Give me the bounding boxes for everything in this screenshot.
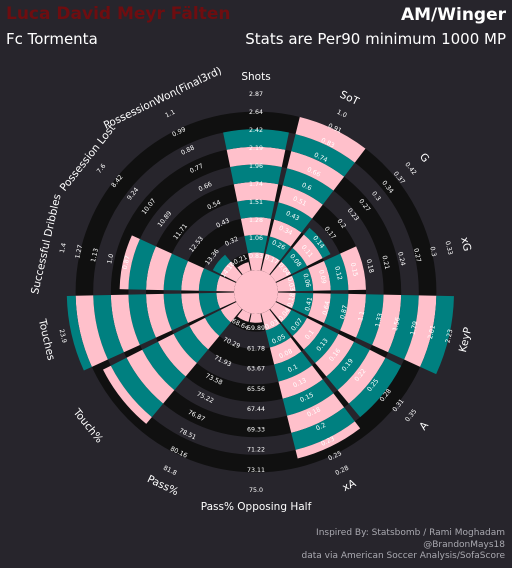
radar-bar [237,309,251,322]
radar-bar [119,235,236,292]
player-name: Luca David Meyr Fälten [6,4,231,24]
radar-ring [75,111,437,473]
tick-label: 2.87 [249,91,263,98]
footer-inspired: Inspired By: Statsbomb / Rami Moghadam [316,528,505,538]
tick-label: 2.64 [249,109,263,116]
metric-label: A [417,419,431,433]
tick-label: 69.33 [247,426,265,433]
tick-label: 0.35 [404,408,418,423]
footer-source: data via American Soccer Analysis/SofaSc… [301,551,505,561]
radar-bar [276,292,454,375]
radar-bar [270,301,402,418]
radar-bar [102,301,242,424]
tick-label: 1.28 [249,217,263,224]
tick-label: 0.33 [444,240,454,255]
radar-bar [66,292,236,371]
radar-hub [234,270,278,314]
radar-bar [212,254,242,283]
tick-label: 1.06 [249,235,263,242]
tick-label: 2.01 [427,325,437,340]
tick-label: 0.06 [301,273,311,288]
tick-label: 63.67 [247,366,265,373]
tick-label: 1.79 [409,321,419,336]
tick-label: 1.33 [374,313,384,328]
tick-label: 1.4 [59,242,68,253]
metric-label: Pass% Opposing Half [201,501,312,513]
tick-label: 0.24 [396,251,406,266]
tick-label: 71.22 [247,447,265,454]
tick-label: 23.9 [58,329,68,344]
tick-label: 1.96 [249,163,263,170]
tick-label: 0.12 [333,266,343,281]
tick-label: 0.6 [301,182,313,193]
metric-label: G [417,151,431,165]
tick-label: 73.11 [247,467,265,474]
tick-label: 61.78 [247,345,265,352]
tick-label: 2.42 [249,127,263,134]
tick-label: 0.18 [365,258,375,273]
tick-label: 1.13 [90,248,100,263]
position-label: AM/Winger [400,5,506,25]
tick-label: 1.0 [336,109,348,120]
tick-label: 0.83 [249,253,263,260]
radar-bar [270,227,331,283]
tick-label: 75.0 [249,487,263,494]
tick-label: 0.27 [412,248,422,263]
team-name: Fc Tormenta [6,30,98,48]
radar-bar [223,129,289,271]
metric-label: SoT [338,89,361,109]
tick-label: 0.03 [286,276,296,291]
tick-label: 75.22 [195,391,214,405]
tick-label: 67.44 [247,406,265,413]
metric-label: Touches [36,317,57,362]
tick-label: 1.1 [164,109,176,120]
tick-label: 0.21 [380,255,390,270]
tick-label: 0.1 [304,329,316,341]
metric-label: Pass% [145,473,180,498]
tick-label: 0.87 [122,255,132,270]
tick-label: 0.15 [349,262,359,277]
tick-label: 0.3 [428,246,437,257]
radar-bar [249,313,263,323]
tick-label: 0.3 [370,190,382,202]
footer-author: @BrandonMays18 [423,539,505,550]
metric-label: Touch% [70,406,105,446]
tick-label: 0.41 [304,297,314,312]
tick-label: 0.66 [198,181,214,193]
tick-label: 1.1 [357,310,366,321]
tick-label: 0.09 [317,269,327,284]
metric-label: Successful Dribbles [29,193,63,295]
tick-label: 1.51 [249,199,263,206]
tick-label: 2.19 [249,145,263,152]
tick-label: 1.0 [106,253,115,264]
tick-label: 65.56 [247,386,265,393]
tick-label: 0.87 [339,305,349,320]
metric-label: Shots [241,71,270,83]
tick-label: 1.74 [249,181,263,188]
tick-label: 0.28 [334,465,350,477]
metric-label: xA [341,477,359,494]
tick-label: 0.2 [315,422,327,433]
tick-label: 0.18 [287,293,297,308]
radar-bar [237,262,251,275]
tick-label: 0.1 [287,363,299,374]
tick-label: 0.2 [335,218,347,230]
metric-label: KeyP [457,326,474,353]
tick-label: 7.6 [96,163,108,175]
tick-label: 0.64 [322,301,332,316]
tick-label: 0.42 [403,161,417,176]
radar-bar [261,117,366,275]
radar-bar [276,246,366,292]
metric-label: Possession Lost [58,122,118,193]
tick-label: 1.56 [392,317,402,332]
tick-label: 2.23 [445,329,455,344]
stats-note: Stats are Per90 minimum 1000 MP [245,30,506,48]
metric-label: xG [458,236,473,253]
tick-label: 1.27 [74,244,84,259]
footer-credits: Inspired By: Statsbomb / Rami Moghadam @… [302,528,505,563]
radar-bar [261,309,361,459]
tick-label: 59.89 [247,325,265,332]
tick-label: 81.8 [162,465,178,477]
